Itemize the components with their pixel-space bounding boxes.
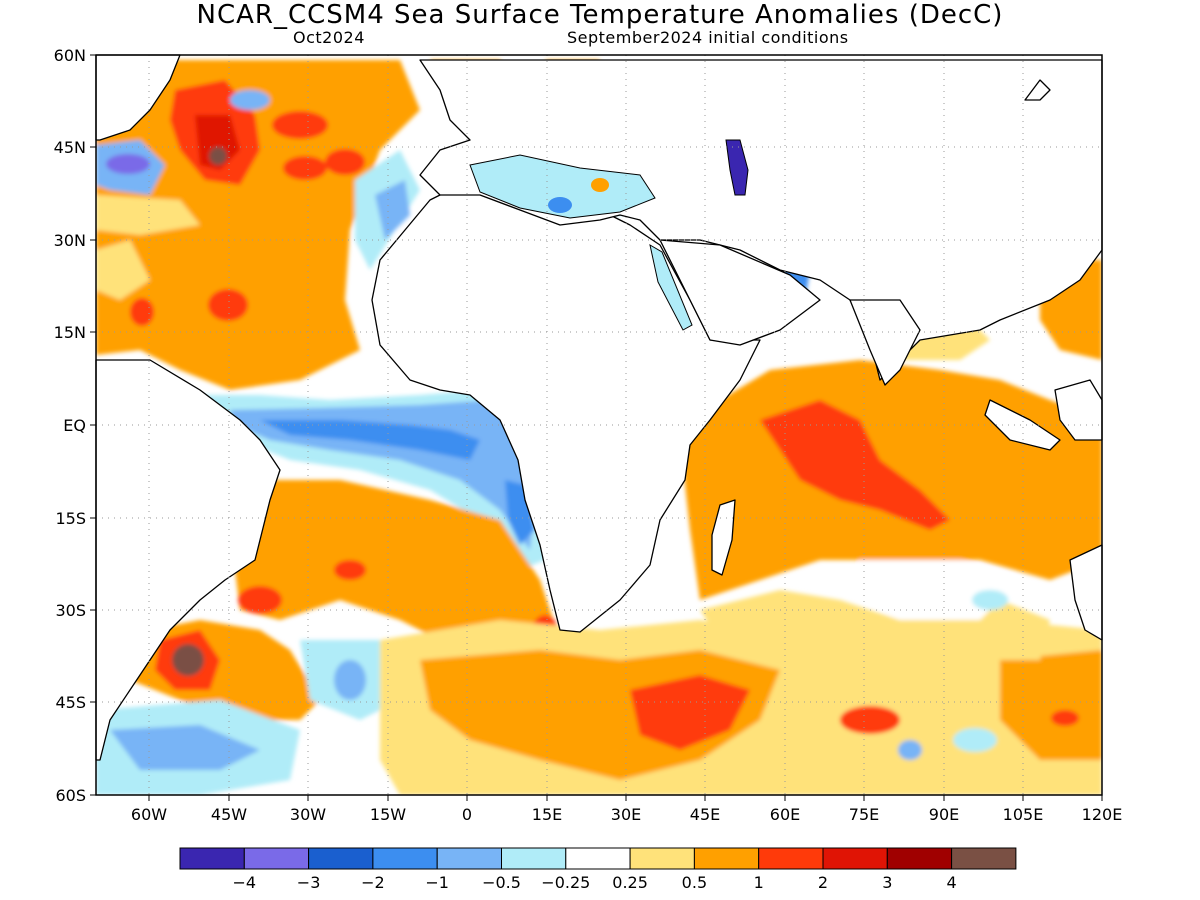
legend-label: 0.5 xyxy=(682,873,707,892)
indonesia-landmass xyxy=(984,399,1061,451)
lat-label-45n: 45N xyxy=(54,138,86,157)
lon-label-75e: 75E xyxy=(849,805,879,824)
legend-label: 0.25 xyxy=(612,873,648,892)
lon-label-0: 0 xyxy=(462,805,472,824)
lon-label-30e: 30E xyxy=(611,805,641,824)
initial-conditions-label: September2024 initial conditions xyxy=(567,28,849,47)
legend-label: −3 xyxy=(297,873,321,892)
lat-label-30s: 30S xyxy=(55,601,86,620)
legend-swatch xyxy=(565,847,631,870)
legend-swatch xyxy=(758,847,824,870)
lon-tick-labels: 60W 45W 30W 15W 0 15E 30E 45E 60E 75E 90… xyxy=(131,805,1122,824)
legend-label: −4 xyxy=(233,873,257,892)
legend-label: −0.25 xyxy=(541,873,590,892)
lat-label-45s: 45S xyxy=(55,693,86,712)
legend-swatch xyxy=(629,847,695,870)
arabia-landmass xyxy=(659,239,821,346)
legend-swatch xyxy=(179,847,245,870)
mediterranean-sea xyxy=(469,154,656,219)
india-landmass xyxy=(849,299,921,386)
legend-label: −0.5 xyxy=(482,873,521,892)
lon-label-60w: 60W xyxy=(131,805,167,824)
africa-landmass xyxy=(371,179,761,633)
australia-landmass xyxy=(1069,544,1103,641)
red-sea xyxy=(649,243,693,331)
lat-label-15s: 15S xyxy=(55,509,86,528)
lat-label-eq: EQ xyxy=(63,416,86,435)
legend-label: 4 xyxy=(947,873,957,892)
lat-label-60n: 60N xyxy=(54,46,86,65)
legend-swatch xyxy=(436,847,503,870)
axis-ticks xyxy=(90,54,1103,801)
legend-swatch xyxy=(886,847,953,870)
caspian-sea xyxy=(725,139,749,196)
legend-label: 1 xyxy=(754,873,764,892)
lon-label-90e: 90E xyxy=(929,805,959,824)
color-legend: −4 −3 −2 −1 −0.5 −0.25 0.25 0.5 1 2 3 4 xyxy=(179,847,1017,892)
lat-label-15n: 15N xyxy=(54,323,86,342)
lat-label-60s: 60S xyxy=(55,786,86,805)
legend-label: −2 xyxy=(361,873,385,892)
legend-swatch xyxy=(308,847,374,870)
europe-landmass xyxy=(419,59,1103,381)
lon-label-105e: 105E xyxy=(1003,805,1044,824)
map-title: NCAR_CCSM4 Sea Surface Temperature Anoma… xyxy=(196,0,1004,30)
legend-swatch xyxy=(243,847,310,870)
legend-swatch xyxy=(501,847,567,870)
legend-swatch xyxy=(372,847,438,870)
legend-label: 3 xyxy=(882,873,892,892)
forecast-month-label: Oct2024 xyxy=(293,28,365,47)
lon-label-15e: 15E xyxy=(532,805,562,824)
south-america-landmass xyxy=(95,359,281,761)
lon-label-45w: 45W xyxy=(211,805,247,824)
lon-label-120e: 120E xyxy=(1082,805,1123,824)
japan-korea-landmass xyxy=(1024,79,1051,101)
legend-swatch xyxy=(822,847,888,870)
landmasses xyxy=(95,54,1103,761)
lon-label-60e: 60E xyxy=(770,805,800,824)
madagascar-landmass xyxy=(711,499,736,576)
lon-label-45e: 45E xyxy=(690,805,720,824)
legend-label: 2 xyxy=(818,873,828,892)
legend-label: −1 xyxy=(425,873,449,892)
lon-label-15w: 15W xyxy=(370,805,406,824)
legend-swatch xyxy=(951,847,1017,870)
lon-label-30w: 30W xyxy=(290,805,326,824)
lat-tick-labels: 60N 45N 30N 15N EQ 15S 30S 45S 60S xyxy=(54,46,86,805)
legend-swatch xyxy=(693,847,760,870)
lat-label-30n: 30N xyxy=(54,231,86,250)
